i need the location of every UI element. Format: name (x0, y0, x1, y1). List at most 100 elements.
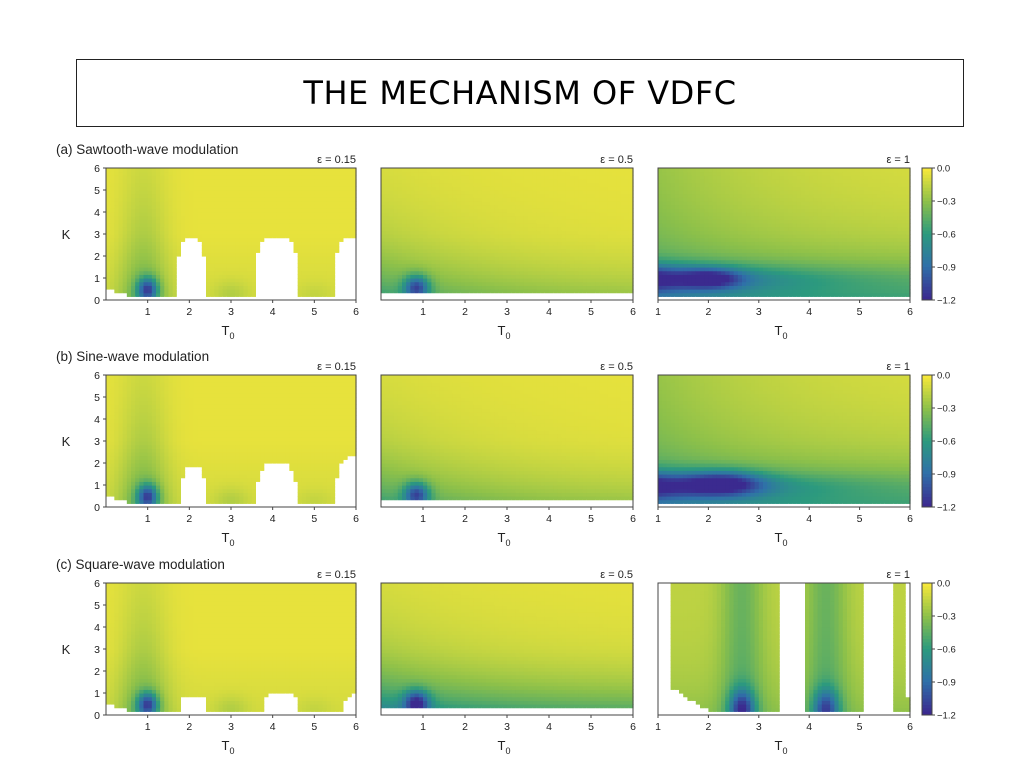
heatmap-cell (201, 182, 207, 187)
heatmap-cell (197, 226, 203, 231)
heatmap-cell (578, 267, 584, 272)
heatmap-cell (343, 296, 349, 301)
heatmap-cell (679, 230, 684, 235)
heatmap-cell (477, 175, 483, 180)
heatmap-cell (721, 186, 726, 191)
heatmap-cell (494, 259, 500, 264)
heatmap-cell (452, 274, 458, 279)
heatmap-cell (469, 201, 474, 206)
heatmap-cell (297, 270, 303, 275)
heatmap-cell (599, 201, 605, 206)
heatmap-cell (691, 193, 697, 198)
heatmap-cell (243, 237, 249, 242)
heatmap-cell (662, 171, 667, 176)
heatmap-cell (674, 193, 680, 198)
heatmap-cell (147, 248, 153, 253)
heatmap-cell (251, 259, 257, 264)
heatmap-cell (389, 175, 395, 180)
heatmap-cell (544, 267, 550, 272)
heatmap-cell (486, 296, 491, 301)
heatmap-cell (156, 212, 161, 217)
heatmap-cell (172, 230, 178, 235)
heatmap-cell (189, 230, 195, 235)
heatmap-cell (721, 171, 726, 176)
heatmap-cell (343, 175, 349, 180)
row-label: (a) Sawtooth-wave modulation (56, 142, 238, 157)
heatmap-cell (276, 175, 282, 180)
heatmap-cell (540, 171, 546, 176)
heatmap-cell (523, 270, 529, 275)
heatmap-cell (498, 270, 504, 275)
heatmap-cell (666, 234, 672, 239)
heatmap-cell (624, 281, 630, 286)
heatmap-cell (700, 223, 705, 228)
heatmap-cell (679, 204, 684, 209)
heatmap-cell (276, 190, 282, 195)
heatmap-cell (418, 245, 424, 250)
heatmap-cell (189, 204, 195, 209)
heatmap-cell (318, 230, 324, 235)
heatmap-cell (231, 289, 236, 294)
heatmap-cell (578, 230, 584, 235)
heatmap-cell (160, 270, 165, 275)
heatmap-cell (289, 171, 295, 176)
heatmap-cell (662, 292, 667, 297)
heatmap-cell (118, 270, 124, 275)
heatmap-cell (214, 219, 220, 224)
heatmap-cell (435, 245, 441, 250)
heatmap-cell (318, 179, 324, 184)
heatmap-cell (544, 219, 550, 224)
heatmap-cell (281, 281, 286, 286)
heatmap-cell (431, 179, 437, 184)
heatmap-cell (595, 230, 600, 235)
heatmap-cell (628, 267, 634, 272)
heatmap-cell (147, 223, 153, 228)
heatmap-cell (679, 281, 684, 286)
heatmap-cell (574, 230, 579, 235)
heatmap-cell (544, 182, 550, 187)
heatmap-cell (679, 208, 684, 213)
heatmap-cell (603, 252, 609, 257)
heatmap-cell (603, 179, 609, 184)
heatmap-cell (293, 237, 299, 242)
heatmap-cell (131, 182, 136, 187)
heatmap-cell (536, 259, 542, 264)
heatmap-cell (523, 179, 529, 184)
heatmap-cell (218, 226, 224, 231)
heatmap-cell (498, 226, 504, 231)
heatmap-cell (607, 274, 613, 279)
heatmap-cell (599, 234, 605, 239)
heatmap-cell (477, 296, 483, 301)
heatmap-cell (536, 248, 542, 253)
heatmap-cell (616, 230, 621, 235)
heatmap-cell (206, 223, 211, 228)
heatmap-cell (151, 223, 157, 228)
heatmap-cell (185, 212, 190, 217)
heatmap-cell (603, 256, 609, 261)
heatmap-cell (465, 237, 470, 242)
heatmap-cell (695, 278, 701, 283)
heatmap-cell (574, 234, 579, 239)
heatmap-cell (114, 259, 120, 264)
heatmap-cell (414, 267, 420, 272)
heatmap-cell (578, 190, 584, 195)
heatmap-cell (465, 256, 470, 261)
heatmap-cell (502, 186, 508, 191)
heatmap-cell (561, 201, 567, 206)
heatmap-cell (666, 248, 672, 253)
heatmap-cell (276, 248, 282, 253)
heatmap-cell (118, 168, 124, 173)
heatmap-cell (156, 237, 161, 242)
heatmap-cell (181, 259, 186, 264)
heatmap-cell (189, 292, 195, 297)
heatmap-cell (540, 296, 546, 301)
heatmap-cell (110, 285, 115, 290)
heatmap-cell (122, 204, 128, 209)
heatmap-cell (176, 245, 182, 250)
heatmap-cell (427, 208, 432, 213)
heatmap-cell (712, 223, 718, 228)
heatmap-cell (410, 212, 416, 217)
heatmap-cell (164, 171, 170, 176)
heatmap-cell (226, 289, 232, 294)
heatmap-cell (578, 241, 584, 246)
